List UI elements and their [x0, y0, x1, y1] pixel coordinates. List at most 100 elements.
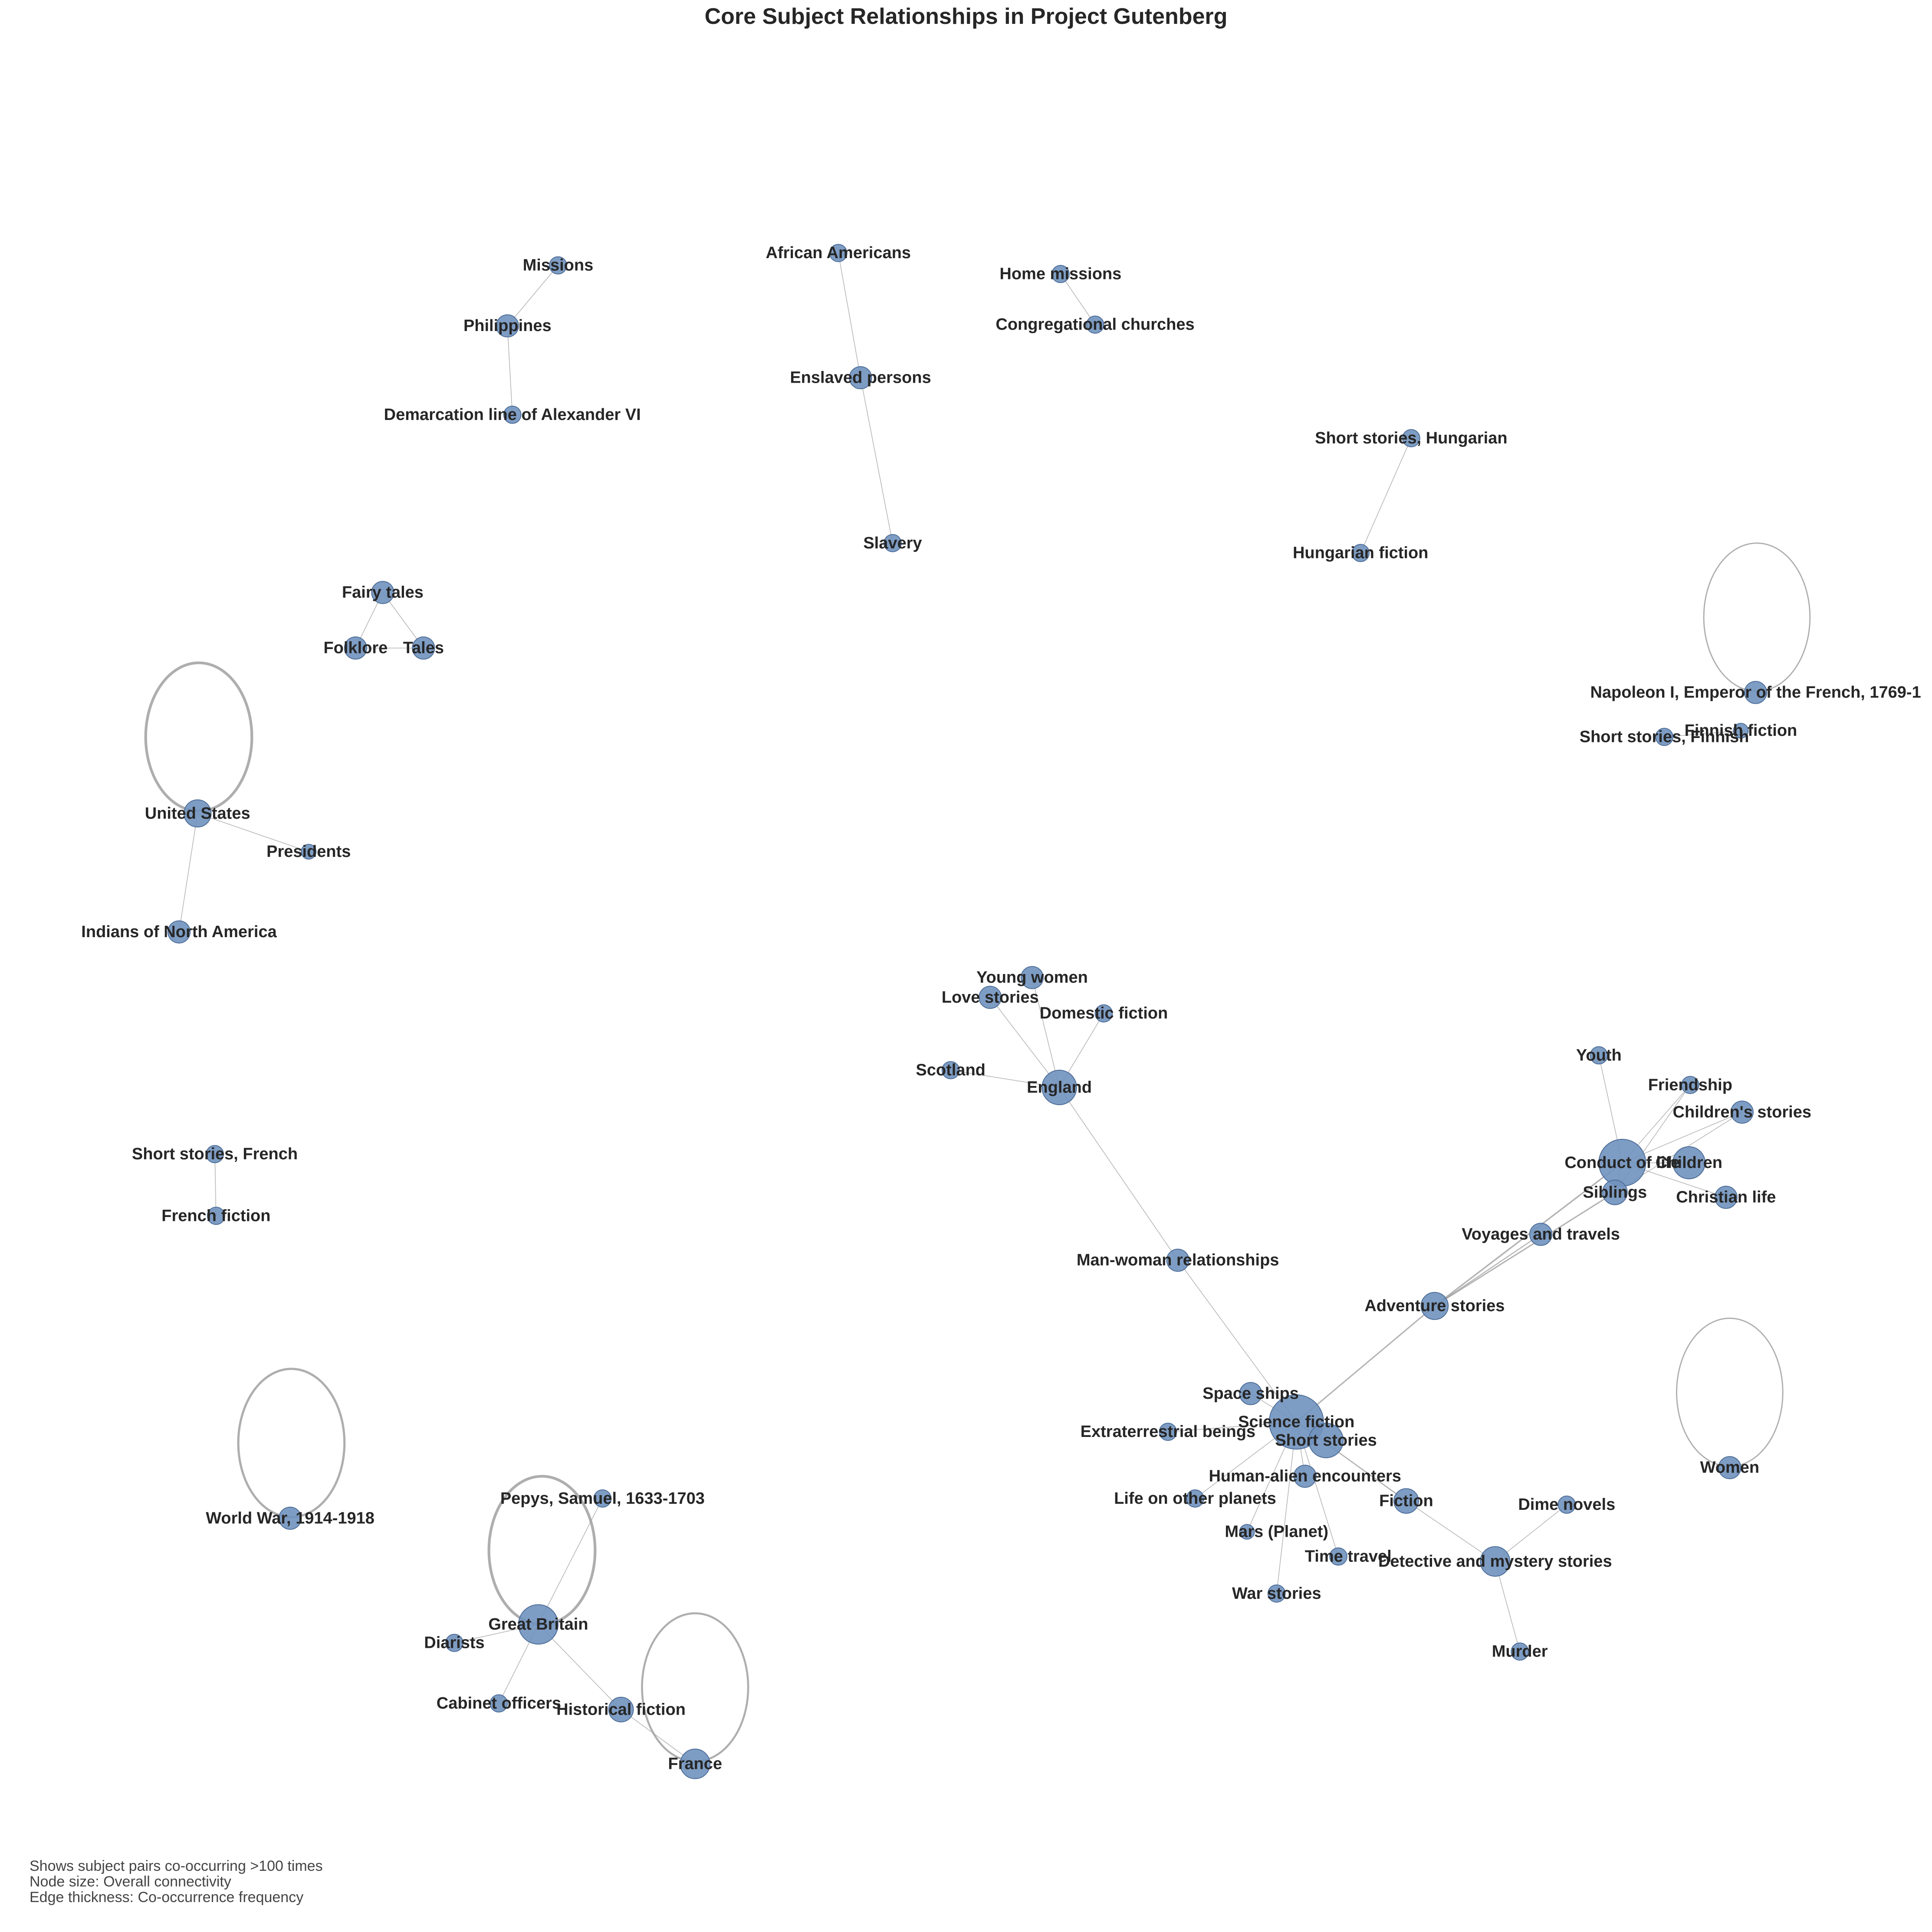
node-children[interactable]: [1672, 1146, 1705, 1179]
node-label-space_ships: Space ships: [1203, 1384, 1299, 1403]
node-voyages[interactable]: [1529, 1223, 1553, 1246]
node-french_fiction[interactable]: [207, 1207, 225, 1225]
node-label-love_stories: Love stories: [942, 988, 1039, 1007]
node-time_travel[interactable]: [1329, 1547, 1347, 1566]
footnote-line-2: Node size: Overall connectivity: [30, 1873, 231, 1890]
node-label-childrens_stories: Children's stories: [1673, 1103, 1811, 1121]
node-label-cabinet: Cabinet officers: [437, 1694, 561, 1712]
node-christian_life[interactable]: [1714, 1186, 1738, 1209]
label-layer: Missions Philippines Demarcation line of A…: [81, 244, 1921, 1773]
self-loop-france: [641, 1612, 749, 1763]
node-adventure[interactable]: [1420, 1292, 1449, 1320]
node-label-presidents: Presidents: [266, 843, 351, 861]
node-short_french[interactable]: [206, 1145, 224, 1163]
edge-adventure-conduct: [1434, 1162, 1623, 1307]
node-murder[interactable]: [1511, 1642, 1529, 1661]
node-label-time_travel: Time travel: [1305, 1548, 1392, 1566]
node-label-human_alien: Human-alien encounters: [1209, 1467, 1401, 1486]
node-hungarian_fiction[interactable]: [1351, 544, 1370, 562]
node-love_stories[interactable]: [979, 986, 1002, 1009]
node-label-christian_life: Christian life: [1676, 1188, 1776, 1207]
node-napoleon[interactable]: [1744, 681, 1768, 704]
node-home_missions[interactable]: [1051, 265, 1070, 283]
node-short_finnish[interactable]: [1655, 728, 1673, 746]
node-short_hungarian[interactable]: [1402, 429, 1420, 447]
node-fiction[interactable]: [1393, 1488, 1419, 1514]
node-siblings[interactable]: [1602, 1179, 1628, 1205]
node-scotland[interactable]: [941, 1061, 960, 1079]
node-war_stories[interactable]: [1267, 1584, 1286, 1603]
node-label-england: England: [1027, 1078, 1092, 1096]
node-space_ships[interactable]: [1239, 1382, 1262, 1405]
node-label-scotland: Scotland: [916, 1061, 985, 1079]
node-man_woman[interactable]: [1166, 1249, 1189, 1272]
node-demarcation[interactable]: [503, 406, 522, 424]
node-extraterrestrial[interactable]: [1159, 1423, 1177, 1441]
node-friendship[interactable]: [1681, 1076, 1699, 1094]
edge-england-man_woman: [1059, 1087, 1178, 1261]
node-label-indians: Indians of North America: [81, 923, 277, 941]
node-great_britain[interactable]: [518, 1604, 559, 1645]
node-folklore[interactable]: [344, 636, 367, 660]
node-label-great_britain: Great Britain: [488, 1615, 588, 1634]
node-life_other[interactable]: [1186, 1489, 1204, 1508]
node-label-women: Women: [1700, 1459, 1760, 1477]
node-congregational[interactable]: [1086, 315, 1104, 334]
edge-love_stories-england: [990, 997, 1060, 1088]
node-philippines[interactable]: [496, 314, 519, 338]
node-label-dime_novels: Dime novels: [1518, 1496, 1615, 1514]
node-layer: [167, 244, 1768, 1779]
edge-young_women-england: [1032, 977, 1060, 1088]
node-women[interactable]: [1718, 1456, 1741, 1479]
node-label-short_stories: Short stories: [1275, 1431, 1377, 1450]
node-youth[interactable]: [1590, 1046, 1608, 1065]
node-label-demarcation: Demarcation line of Alexander VI: [384, 406, 641, 424]
node-missions[interactable]: [549, 256, 567, 275]
node-short_stories[interactable]: [1308, 1423, 1344, 1458]
node-dime_novels[interactable]: [1557, 1496, 1576, 1514]
node-united_states[interactable]: [183, 799, 212, 828]
node-pepys[interactable]: [593, 1489, 612, 1508]
node-slavery[interactable]: [884, 534, 902, 552]
node-domestic_fiction[interactable]: [1094, 1004, 1113, 1023]
edge-enslaved-slavery: [860, 377, 893, 543]
node-childrens_stories[interactable]: [1730, 1100, 1754, 1124]
node-label-youth: Youth: [1576, 1046, 1622, 1064]
node-enslaved[interactable]: [849, 366, 872, 390]
edge-adventure-siblings: [1434, 1191, 1616, 1307]
node-france[interactable]: [680, 1748, 710, 1779]
node-label-life_other: Life on other planets: [1114, 1489, 1276, 1508]
node-label-ww1: World War, 1914-1918: [206, 1509, 375, 1527]
edge-historical-france: [621, 1709, 696, 1765]
node-label-tales: Tales: [403, 639, 444, 657]
node-fairy_tales[interactable]: [371, 581, 394, 604]
node-label-short_hungarian: Short stories, Hungarian: [1315, 429, 1507, 447]
node-label-home_missions: Home missions: [999, 265, 1121, 283]
node-cabinet[interactable]: [490, 1694, 508, 1713]
node-label-historical: Historical fiction: [556, 1700, 686, 1719]
edge-united_states-presidents: [197, 813, 309, 852]
node-detective[interactable]: [1480, 1546, 1511, 1577]
node-label-philippines: Philippines: [463, 317, 552, 335]
node-ww1[interactable]: [278, 1506, 302, 1530]
node-african_americans[interactable]: [829, 244, 848, 262]
node-indians[interactable]: [167, 920, 191, 944]
node-human_alien[interactable]: [1293, 1465, 1317, 1488]
edge-finnish_fiction-short_finnish: [1664, 730, 1741, 738]
node-mars[interactable]: [1239, 1524, 1255, 1540]
node-label-domestic_fiction: Domestic fiction: [1040, 1004, 1168, 1023]
node-label-man_woman: Man-woman relationships: [1077, 1251, 1279, 1269]
node-england[interactable]: [1042, 1069, 1077, 1105]
node-young_women[interactable]: [1020, 966, 1044, 989]
node-historical[interactable]: [608, 1696, 634, 1722]
edge-pepys-great_britain: [538, 1498, 603, 1625]
node-label-enslaved: Enslaved persons: [790, 369, 931, 387]
self-loop-women: [1676, 1318, 1784, 1467]
node-label-voyages: Voyages and travels: [1462, 1225, 1620, 1243]
node-label-adventure: Adventure stories: [1364, 1297, 1505, 1315]
node-finnish_fiction[interactable]: [1733, 723, 1749, 739]
node-diarists[interactable]: [445, 1634, 463, 1652]
node-tales[interactable]: [412, 636, 435, 660]
node-presidents[interactable]: [301, 843, 317, 860]
